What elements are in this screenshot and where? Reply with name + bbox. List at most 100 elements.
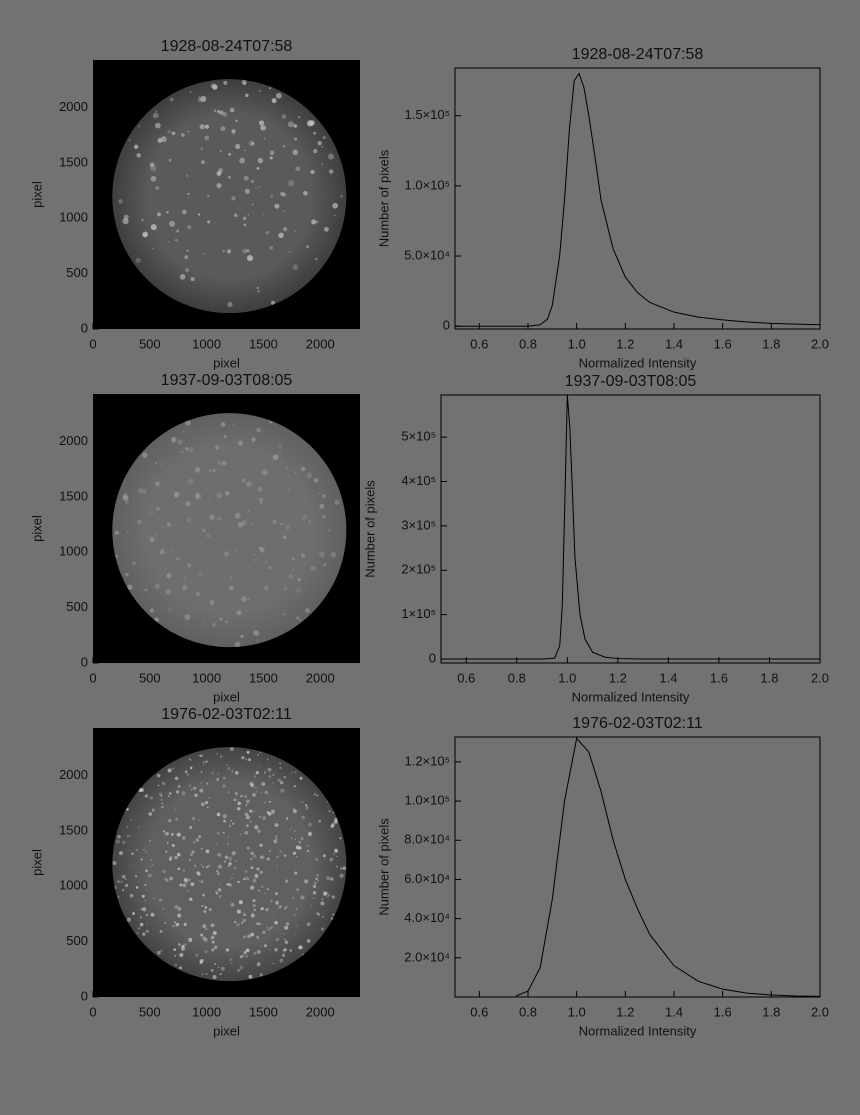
disk-feature xyxy=(234,213,238,218)
histogram-line xyxy=(441,394,820,660)
disk-feature xyxy=(209,514,215,521)
disk-feature xyxy=(164,921,167,925)
disk-feature xyxy=(288,180,295,187)
y-tick-label: 0 xyxy=(443,318,450,333)
disk-feature xyxy=(332,913,335,916)
disk-feature xyxy=(186,773,189,776)
y-tick-label: 4.0×10⁴ xyxy=(404,910,450,925)
disk-feature xyxy=(140,908,143,911)
disk-feature xyxy=(243,877,246,881)
disk-feature xyxy=(283,948,287,952)
disk-feature xyxy=(193,786,197,790)
disk-feature xyxy=(313,529,315,531)
disk-feature xyxy=(219,110,224,115)
disk-feature xyxy=(236,909,241,914)
disk-feature xyxy=(279,958,284,963)
disk-feature xyxy=(252,903,256,908)
disk-feature xyxy=(298,846,302,850)
disk-feature xyxy=(300,895,305,900)
disk-feature xyxy=(202,924,207,928)
disk-feature xyxy=(203,909,207,913)
disk-feature xyxy=(230,819,232,822)
disk-feature xyxy=(250,783,254,788)
disk-feature xyxy=(212,623,215,626)
disk-feature xyxy=(117,880,120,883)
disk-feature xyxy=(268,775,272,778)
disk-feature xyxy=(243,911,245,913)
y-tick-label: 8.0×10⁴ xyxy=(404,832,450,847)
disk-feature xyxy=(291,837,293,839)
disk-feature xyxy=(199,124,205,130)
disk-feature xyxy=(328,153,334,160)
disk-feature xyxy=(256,949,261,954)
disk-feature xyxy=(284,925,289,930)
disk-feature xyxy=(272,925,274,928)
disk-feature xyxy=(279,762,281,765)
disk-feature xyxy=(200,933,204,937)
disk-feature xyxy=(317,141,322,146)
disk-feature xyxy=(212,468,216,472)
disk-feature xyxy=(276,865,278,867)
disk-feature xyxy=(221,460,227,466)
disk-feature xyxy=(228,152,232,156)
disk-feature xyxy=(170,549,173,552)
x-axis-label: Normalized Intensity xyxy=(579,1023,697,1038)
disk-feature xyxy=(282,145,286,148)
disk-feature xyxy=(122,840,126,844)
x-tick-label: 1.4 xyxy=(665,336,683,351)
disk-feature xyxy=(127,584,133,590)
disk-feature xyxy=(155,186,160,191)
disk-feature xyxy=(272,782,275,784)
disk-feature xyxy=(258,922,262,926)
disk-feature xyxy=(171,131,176,136)
disk-feature xyxy=(151,808,155,812)
disk-feature xyxy=(144,883,147,886)
disk-feature xyxy=(227,843,230,846)
disk-feature xyxy=(318,492,321,495)
disk-feature xyxy=(211,948,215,952)
disk-feature xyxy=(270,300,276,305)
disk-feature xyxy=(257,829,261,833)
disk-feature xyxy=(130,818,133,821)
disk-feature xyxy=(293,785,296,788)
disk-feature xyxy=(315,257,318,261)
x-tick-label: 1.0 xyxy=(568,1004,586,1019)
disk-feature xyxy=(187,878,191,882)
disk-feature xyxy=(287,488,291,492)
disk-feature xyxy=(244,812,249,817)
disk-feature xyxy=(204,801,209,805)
disk-feature xyxy=(136,931,139,935)
disk-feature xyxy=(135,875,138,878)
disk-feature xyxy=(335,865,339,868)
disk-feature xyxy=(272,962,274,965)
disk-feature xyxy=(204,135,210,141)
disk-feature xyxy=(252,793,256,797)
disk-feature xyxy=(259,751,262,754)
disk-feature xyxy=(187,196,190,199)
disk-feature xyxy=(172,229,174,231)
disk-feature xyxy=(188,446,195,453)
y-tick-label: 1000 xyxy=(59,544,88,559)
disk-feature xyxy=(285,524,291,530)
x-tick-label: 1000 xyxy=(192,670,221,685)
disk-feature xyxy=(233,798,236,802)
disk-feature xyxy=(150,858,153,862)
disk-feature xyxy=(269,87,272,90)
disk-feature xyxy=(162,527,165,529)
disk-feature xyxy=(187,192,190,196)
disk-feature xyxy=(184,268,190,273)
disk-feature xyxy=(294,137,298,141)
x-tick-label: 500 xyxy=(139,336,161,351)
disk-feature xyxy=(202,760,205,764)
disk-feature xyxy=(245,799,250,804)
disk-feature xyxy=(132,912,136,916)
disk-feature xyxy=(184,255,189,259)
disk-feature xyxy=(284,938,286,941)
disk-feature xyxy=(159,898,163,902)
disk-feature xyxy=(282,192,287,198)
disk-feature xyxy=(194,793,198,797)
disk-feature xyxy=(269,156,273,160)
disk-feature xyxy=(294,933,297,935)
disk-feature xyxy=(198,754,201,757)
disk-feature xyxy=(205,972,208,975)
